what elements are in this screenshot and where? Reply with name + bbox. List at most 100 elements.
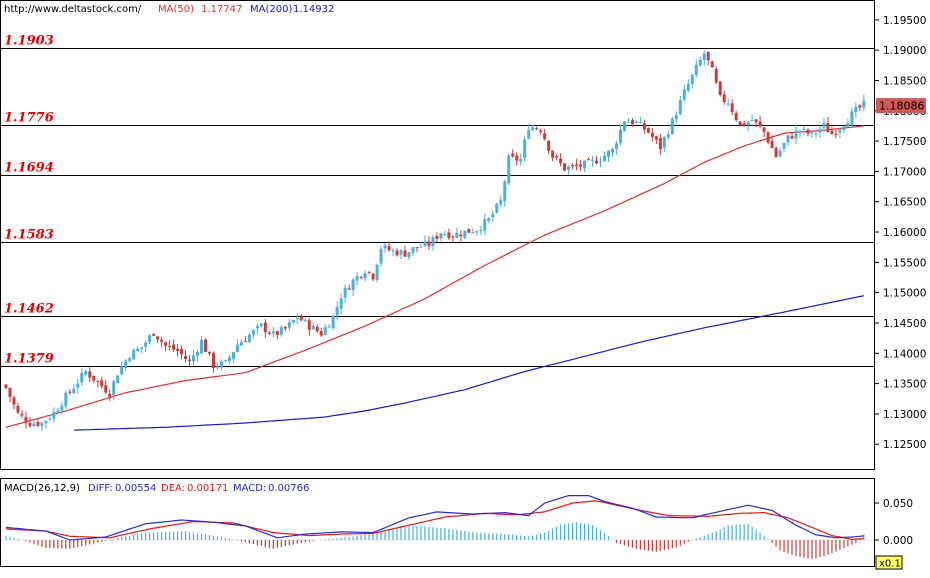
macd-diff-label: DIFF: <box>88 483 113 494</box>
candle-up <box>255 325 259 329</box>
candle-up <box>495 203 499 213</box>
candle-up <box>136 348 140 352</box>
candle-up <box>323 327 327 335</box>
candle-down <box>156 336 160 340</box>
macd-indicator <box>1 495 874 560</box>
candle-up <box>618 129 622 144</box>
candle-down <box>762 127 766 132</box>
candle-up <box>383 245 387 249</box>
candle-up <box>475 231 479 233</box>
candle-up <box>794 130 798 139</box>
candle-up <box>40 422 44 427</box>
ma200-label: MA(200) <box>250 4 292 15</box>
candle-down <box>770 140 774 149</box>
candle-down <box>826 122 830 133</box>
candle-up <box>634 121 638 123</box>
candle-up <box>622 121 626 131</box>
candle-up <box>423 241 427 246</box>
candle-up <box>782 142 786 149</box>
candle-up <box>72 388 76 394</box>
candle-up <box>148 335 152 343</box>
ma50-path <box>5 125 864 428</box>
candle-down <box>315 327 319 332</box>
candle-up <box>295 317 299 319</box>
price-axis-tick-label: 1.17500 <box>883 136 926 148</box>
candle-down <box>395 250 399 256</box>
candle-down <box>515 155 519 161</box>
candle-up <box>694 64 698 76</box>
candle-down <box>283 326 287 329</box>
candle-down <box>738 121 742 125</box>
candle-up <box>599 161 603 163</box>
candle-up <box>227 357 231 362</box>
candle-up <box>239 341 243 346</box>
macd-title: MACD(26,12,9) <box>4 483 80 494</box>
candle-down <box>299 316 303 321</box>
candle-up <box>144 342 148 347</box>
ma50-label: MA(50) <box>158 4 194 15</box>
candle-down <box>714 69 718 83</box>
candle-up <box>702 53 706 61</box>
candle-up <box>80 372 84 383</box>
candle-up <box>471 232 475 234</box>
candle-down <box>359 277 363 279</box>
candle-up <box>778 150 782 157</box>
candle-up <box>726 103 730 105</box>
candle-up <box>375 264 379 280</box>
candle-down <box>575 164 579 166</box>
candle-up <box>44 420 48 424</box>
candle-down <box>595 160 599 164</box>
candle-up <box>686 83 690 91</box>
candle-up <box>591 159 595 161</box>
candle-down <box>263 322 267 333</box>
zoom-badge[interactable]: x0.1 <box>875 555 903 570</box>
price-axis-tick-label: 1.18500 <box>883 75 926 87</box>
candle-up <box>192 355 196 362</box>
candle-down <box>547 140 551 151</box>
candle-down <box>834 133 838 135</box>
level-label: 1.1903 <box>4 34 54 49</box>
candle-down <box>307 320 311 330</box>
price-axis-tick-label: 1.15000 <box>883 288 926 300</box>
candle-up <box>60 405 64 411</box>
candle-down <box>754 119 758 123</box>
candle-up <box>606 150 610 157</box>
candle-down <box>511 153 515 157</box>
candle-up <box>850 111 854 125</box>
candle-down <box>427 241 431 246</box>
candle-down <box>718 81 722 95</box>
candle-up <box>116 375 120 384</box>
candle-down <box>160 339 164 342</box>
support-resistance-levels: 1.1903 1.1776 1.1694 1.1583 1.1462 1.1379 <box>1 34 874 367</box>
candle-down <box>555 156 559 158</box>
candle-up <box>64 392 68 407</box>
candle-down <box>20 413 24 416</box>
candle-up <box>132 349 136 360</box>
candle-down <box>571 165 575 167</box>
candle-up <box>48 418 52 420</box>
macd-diff-line <box>5 495 864 541</box>
candle-down <box>539 130 543 132</box>
candlesticks <box>4 50 866 432</box>
candle-down <box>579 164 583 167</box>
candle-up <box>662 137 666 148</box>
candle-down <box>387 246 391 251</box>
candle-down <box>275 331 279 335</box>
ma200-line <box>73 295 865 431</box>
candle-down <box>587 159 591 161</box>
candle-down <box>4 384 8 388</box>
level-label: 1.1379 <box>4 352 54 367</box>
candle-down <box>92 375 96 381</box>
candle-up <box>690 74 694 84</box>
candle-down <box>207 351 211 354</box>
candle-up <box>603 155 606 162</box>
candle-up <box>271 331 275 334</box>
candle-down <box>68 391 72 393</box>
candle-down <box>774 147 778 157</box>
candle-down <box>563 163 567 171</box>
candle-up <box>455 232 459 238</box>
last-price-label: 1.18086 <box>879 100 925 113</box>
source-url[interactable]: http://www.deltastock.com/ <box>4 4 142 15</box>
candle-up <box>196 352 200 356</box>
candle-down <box>790 136 794 139</box>
